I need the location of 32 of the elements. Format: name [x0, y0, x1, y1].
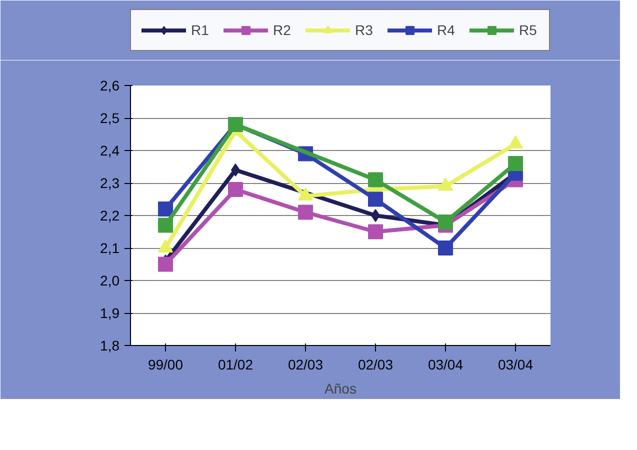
legend-label: R2	[273, 22, 292, 38]
point	[298, 204, 313, 220]
y-tick-label: 2,1	[100, 240, 120, 256]
y-tick-label: 2,6	[100, 78, 120, 94]
x-tick-label: 03/04	[498, 356, 534, 372]
x-tick-label: 01/02	[218, 356, 254, 372]
point	[228, 182, 243, 197]
point	[368, 192, 383, 207]
y-tick-label: 1,8	[100, 338, 120, 354]
point	[158, 202, 173, 216]
y-tick-label: 2,0	[100, 272, 120, 288]
point	[438, 240, 453, 256]
x-tick-label: 02/03	[358, 356, 394, 372]
point	[508, 156, 523, 171]
x-tick-label: 03/04	[428, 356, 464, 372]
y-tick-label: 2,3	[100, 175, 120, 191]
point	[438, 214, 453, 230]
point	[368, 224, 383, 240]
legend-label: R5	[519, 22, 538, 38]
y-tick-label: 2,2	[100, 208, 120, 224]
x-tick-label: 02/03	[288, 356, 324, 372]
legend-label: R4	[437, 22, 456, 38]
x-axis-title: Años	[324, 380, 356, 396]
y-tick-label: 2,5	[100, 110, 120, 126]
point	[368, 172, 383, 188]
legend-label: R1	[191, 22, 210, 38]
x-tick-label: 99/00	[148, 356, 184, 372]
legend-label: R3	[355, 22, 374, 38]
y-tick-label: 2,4	[100, 142, 120, 158]
point	[158, 218, 173, 233]
point	[158, 256, 173, 272]
y-tick-label: 1,9	[100, 305, 120, 321]
